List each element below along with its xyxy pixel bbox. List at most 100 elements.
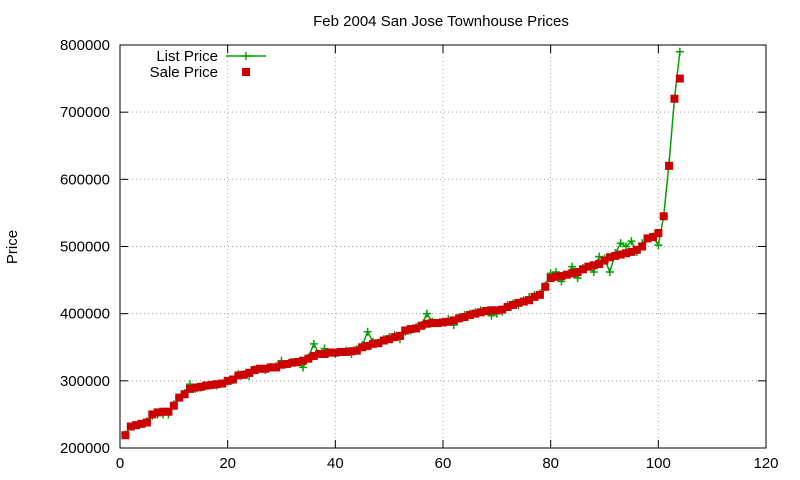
sale-price-point [142,418,151,427]
x-tick-label: 40 [327,455,344,472]
list-price-point [299,363,308,372]
sale-price-point [390,333,399,342]
sale-price-point [309,351,318,360]
sale-price-point [401,326,410,335]
sale-price-point [272,363,281,372]
sale-price-point [670,94,679,103]
sale-price-point [600,256,609,265]
list-price-point [422,309,431,318]
sale-price-point [218,379,227,388]
sale-price-point [180,390,189,399]
x-tick-label: 0 [116,455,124,472]
sale-price-point [616,250,625,259]
list-price-point [675,47,684,56]
sale-price-point [460,313,469,322]
sale-price-point [519,297,528,306]
sale-price-point [417,321,426,330]
legend-item: Sale Price [150,64,250,81]
sale-price-point [363,341,372,350]
sale-price-point [250,366,259,375]
sale-price-point [568,269,577,278]
sale-price-point [293,358,302,367]
y-tick-label: 400000 [60,306,110,323]
sale-price-point [121,431,130,440]
sale-price-point [315,349,324,358]
sale-price-point [605,253,614,262]
sale-price-point [325,348,334,357]
sale-price-point [234,371,243,380]
list-price-point [568,262,577,271]
sale-price-point [573,268,582,277]
x-tick-label: 120 [753,455,778,472]
sale-price-point [395,331,404,340]
list-price-point [309,339,318,348]
sale-price-point [449,316,458,325]
legend-label: List Price [156,48,218,65]
sale-price-point [342,347,351,356]
sale-price-point [164,407,173,416]
list-price-point [363,327,372,336]
sale-price-point [412,324,421,333]
sale-price-point [654,229,663,238]
sale-price-point [444,317,453,326]
sale-price-point [648,233,657,242]
sale-price-point [546,274,555,283]
sale-price-point [207,380,216,389]
y-axis-label: Price [4,230,21,264]
list-price-point [605,268,614,277]
sale-price-point [487,306,496,315]
sale-price-point [245,368,254,377]
sale-price-point [191,383,200,392]
sale-price-point [439,318,447,327]
sale-price-point [498,305,507,314]
sale-price-point [508,300,517,309]
sale-price-point [665,161,674,170]
sale-price-point [169,401,178,410]
sale-price-point [239,370,248,379]
sale-price-point [374,339,383,348]
list-price-point [616,239,625,248]
x-tick-label: 20 [219,455,236,472]
sale-price-point [675,74,684,83]
sale-price-point [277,360,286,369]
sale-price-point [304,354,313,363]
sale-price-point [126,422,135,431]
y-tick-label: 500000 [60,239,110,256]
sale-price-point [562,270,571,279]
x-tick-label: 100 [646,455,671,472]
sale-price-point [352,346,361,355]
sale-price-point [541,282,550,291]
series-list-price [121,47,684,439]
sale-price-point [385,335,394,344]
y-tick-label: 600000 [60,171,110,188]
y-tick-label: 700000 [60,104,110,121]
sale-price-point [595,259,604,268]
sale-price-point [261,364,270,373]
sale-price-point [471,309,480,318]
sale-price-point [535,290,544,299]
sale-price-point [659,212,668,221]
y-tick-label: 800000 [60,37,110,54]
sale-price-point [503,302,512,311]
x-tick-label: 60 [435,455,452,472]
list-price-point [627,237,636,246]
sale-price-point [530,292,539,301]
sale-price-point [611,251,620,260]
sale-price-point [428,319,437,328]
sale-price-point [132,421,141,430]
sale-price-point [578,265,587,274]
sale-price-point [622,249,631,258]
sale-price-point [369,339,378,348]
x-tick-label: 80 [542,455,559,472]
list-price-point [589,268,598,277]
sale-price-point [492,306,501,315]
sale-price-point [482,306,491,315]
chart-title: Feb 2004 San Jose Townhouse Prices [313,13,569,30]
y-tick-label: 300000 [60,373,110,390]
sale-price-point [557,272,566,281]
sale-price-point [255,364,264,373]
sale-price-point [159,407,168,416]
sale-price-point [288,358,297,367]
